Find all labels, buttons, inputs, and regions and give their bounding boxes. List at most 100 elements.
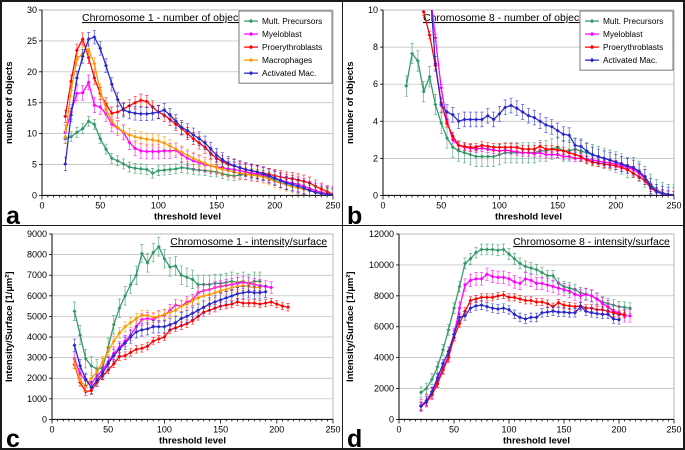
legend-label: Myeloblast [603,29,643,39]
svg-text:0: 0 [396,424,401,434]
chart-title: Chromosome 8 - number of objects [423,12,587,24]
svg-text:50: 50 [95,200,105,210]
svg-text:0: 0 [39,200,44,210]
svg-text:100: 100 [157,424,172,434]
svg-text:100: 100 [151,200,166,210]
svg-text:10000: 10000 [369,259,394,269]
svg-text:150: 150 [213,424,228,434]
legend-marker-Myeloblast [589,31,595,37]
legend-label: Proerythroblasts [262,42,322,52]
svg-text:8000: 8000 [374,290,394,300]
y-axis-label: number of objects [4,62,15,144]
y-axis-label: Intensity/Surface [1/µm²] [345,271,356,382]
y-axis-label: number of objects [345,62,356,144]
panel-letter-d: d [347,425,363,449]
svg-text:0: 0 [32,190,37,200]
plot-area-border [51,233,334,420]
series-group [63,30,333,196]
series-line-Myeloblast [73,281,272,384]
svg-text:7000: 7000 [27,270,47,280]
svg-text:6: 6 [373,79,378,89]
legend-marker-Mult. Precursors [248,18,254,24]
panel-b: 0 2 4 6 8 10 0 50 100 150 200 250 threshold level num… [343,2,683,225]
svg-text:15: 15 [27,98,37,108]
svg-text:10: 10 [27,129,37,139]
svg-text:0: 0 [49,424,54,434]
svg-text:2000: 2000 [27,373,47,383]
svg-text:100: 100 [492,200,507,210]
legend-marker-Activated Mac. [248,70,254,76]
chart-chromosome8-intensity-surface: 0 2000 4000 6000 8000 10000 12000 0 50 100 150 200 2… [345,229,681,446]
svg-text:4000: 4000 [374,352,394,362]
series-group [419,243,632,412]
y-grid-and-ticks: 0 2000 4000 6000 8000 10000 12000 [369,229,674,424]
legend-label: Activated Mac. [603,55,657,65]
panel-c: 0 1000 2000 3000 4000 5000 6000 7000 8000 9000 0 50… [2,225,342,448]
svg-text:9000: 9000 [27,229,47,239]
legend-label: Macrophages [262,55,312,65]
x-axis-label: threshold level [503,435,570,446]
svg-text:25: 25 [27,36,37,46]
chart-chromosome1-number-of-objects: 0 5 10 15 20 25 30 0 50 100 150 200 250 threshold lev… [4,5,340,222]
legend-label: Myeloblast [262,29,302,39]
legend: Mult. Precursors Myeloblast Proerythroblas… [579,10,674,71]
legend-marker-Myeloblast [248,31,254,37]
chart-chromosome1-intensity-surface: 0 1000 2000 3000 4000 5000 6000 7000 8000 9000 0 50… [4,229,341,446]
x-axis-label: threshold level [495,211,562,222]
svg-text:6000: 6000 [374,321,394,331]
x-ticks: 0 50 100 150 200 250 [49,418,341,434]
x-ticks: 0 50 100 150 200 250 [380,195,682,210]
legend-label: Mult. Precursors [603,16,663,26]
svg-text:3000: 3000 [27,352,47,362]
svg-text:150: 150 [556,424,571,434]
svg-text:150: 150 [209,200,224,210]
series-group [72,236,290,396]
panel-d: 0 2000 4000 6000 8000 10000 12000 0 50 100 150 200 2… [343,225,683,449]
svg-text:200: 200 [611,424,626,434]
svg-text:150: 150 [550,200,565,210]
legend-marker-Proerythroblasts [248,44,254,50]
svg-text:250: 250 [666,200,681,210]
series-line-Proerythroblasts [420,293,625,407]
panel-letter-b: b [347,201,363,225]
svg-text:8: 8 [373,42,378,52]
svg-text:5: 5 [32,160,37,170]
series-line-Macrophages [73,284,260,387]
svg-text:2: 2 [373,153,378,163]
svg-text:6000: 6000 [27,290,47,300]
svg-text:12000: 12000 [369,229,394,239]
svg-text:0: 0 [42,414,47,424]
chart-title: Chromosome 1 - number of objects [82,12,246,24]
svg-text:30: 30 [27,5,37,15]
panel-letter-a: a [6,201,20,225]
y-grid-and-ticks: 0 1000 2000 3000 4000 5000 6000 7000 8000 9000 [27,229,333,424]
svg-text:5000: 5000 [27,311,47,321]
svg-text:8000: 8000 [27,249,47,259]
x-axis-label: threshold level [159,435,226,446]
svg-text:20: 20 [27,67,37,77]
legend-label: Proerythroblasts [603,42,663,52]
legend-label: Activated Mac. [262,68,316,78]
svg-text:250: 250 [325,200,340,210]
svg-text:4000: 4000 [27,332,47,342]
svg-text:200: 200 [608,200,623,210]
svg-text:100: 100 [501,424,516,434]
legend-marker-Macrophages [248,57,254,63]
svg-text:0: 0 [380,200,385,210]
y-axis-label: Intensity/Surface [1/µm²] [4,271,15,382]
svg-text:4: 4 [373,116,378,126]
svg-text:200: 200 [269,424,284,434]
series-markers-Macrophages [72,283,262,388]
series-markers-Activated Mac. [433,61,674,196]
legend-marker-Proerythroblasts [589,44,595,50]
svg-text:200: 200 [267,200,282,210]
svg-text:0: 0 [389,414,394,424]
svg-text:250: 250 [325,424,340,434]
svg-text:250: 250 [666,424,681,434]
legend: Mult. Precursors Myeloblast Proerythroblas… [238,10,333,84]
svg-text:50: 50 [103,424,113,434]
legend-label: Mult. Precursors [262,16,322,26]
svg-text:50: 50 [449,424,459,434]
